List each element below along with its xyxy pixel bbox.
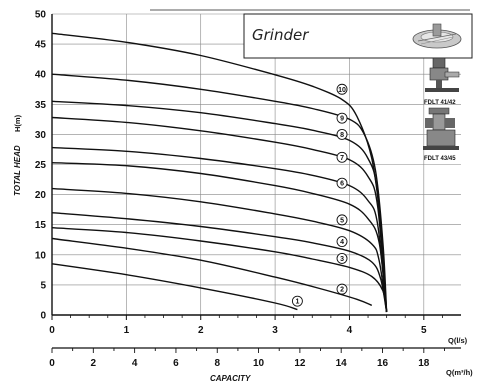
curve-8 — [51, 116, 388, 313]
curve-label-circle — [336, 112, 348, 124]
curve-label-7: 7 — [336, 151, 348, 163]
curve-4 — [51, 212, 388, 313]
title-box: Grinder — [243, 13, 473, 59]
y-tick-label: 15 — [35, 220, 47, 231]
x-tick-label-primary: 0 — [49, 325, 55, 336]
x-tick-label-primary: 4 — [347, 325, 353, 336]
curve-label-text: 4 — [340, 239, 344, 246]
y-axis-unit: H(m) — [13, 114, 22, 132]
curve-2 — [51, 237, 373, 307]
pump-models: FDLT 41/42 FDLT 43/45 — [423, 57, 460, 162]
curve-label-circle — [336, 177, 348, 189]
x-tick-label-secondary: 4 — [132, 358, 138, 369]
x-tick-label-secondary: 14 — [336, 358, 348, 369]
curve-label-text: 7 — [340, 155, 344, 162]
curve-label-8: 8 — [336, 128, 348, 140]
curve-label-circle — [336, 151, 348, 163]
x-tick-label-primary: 1 — [124, 325, 130, 336]
y-tick-label: 35 — [35, 100, 47, 111]
curve-label-circle — [291, 295, 303, 307]
curve-1 — [51, 263, 298, 311]
x-tick-label-secondary: 6 — [173, 358, 179, 369]
x-tick-label-secondary: 0 — [49, 358, 55, 369]
pump-model-1-icon — [425, 57, 460, 92]
curve-label-text: 3 — [340, 256, 344, 263]
model-label-2: FDLT 43/45 — [424, 156, 456, 162]
x-tick-label-primary: 2 — [198, 325, 204, 336]
y-tick-label: 5 — [40, 280, 46, 291]
curves — [51, 32, 388, 313]
curve-6 — [51, 162, 388, 313]
x-tick-label-primary: 3 — [272, 325, 278, 336]
curve-label-circle — [336, 252, 348, 264]
chart-title: Grinder — [252, 26, 309, 44]
curve-label-circle — [336, 83, 348, 95]
curve-label-text: 9 — [340, 116, 344, 123]
curve-label-10: 10 — [336, 83, 348, 95]
curve-top — [51, 32, 388, 313]
curve-label-circle — [336, 283, 348, 295]
x-tick-label-secondary: 8 — [214, 358, 220, 369]
curve-label-3: 3 — [336, 252, 348, 264]
y-tick-label: 0 — [40, 311, 46, 322]
curve-7 — [51, 146, 388, 313]
pump-model-2-icon — [423, 107, 459, 150]
curve-label-text: 8 — [340, 132, 344, 139]
curve-label-1: 1 — [291, 295, 303, 307]
grinder-disc-icon — [412, 23, 462, 49]
x-tick-label-primary: 5 — [421, 325, 427, 336]
curve-5 — [51, 187, 388, 313]
curve-label-9: 9 — [336, 112, 348, 124]
curve-label-2: 2 — [336, 283, 348, 295]
curve-label-text: 1 — [295, 299, 299, 306]
x-tick-label-secondary: 10 — [253, 358, 265, 369]
curve-label-circle — [336, 128, 348, 140]
curve-label-circle — [336, 214, 348, 226]
x-tick-label-secondary: 2 — [91, 358, 97, 369]
y-tick-label: 40 — [35, 70, 47, 81]
curve-label-5: 5 — [336, 214, 348, 226]
y-axis-title: TOTAL HEAD — [13, 145, 22, 196]
curve-10 — [51, 73, 388, 313]
curve-label-6: 6 — [336, 177, 348, 189]
curve-label-text: 10 — [338, 87, 346, 94]
y-tick-label: 45 — [35, 40, 47, 51]
model-label-1: FDLT 41/42 — [424, 100, 456, 106]
y-tick-label: 30 — [35, 130, 47, 141]
x-tick-label-secondary: 12 — [294, 358, 306, 369]
curve-3 — [51, 227, 388, 313]
x-axis-unit-primary: Q(l/s) — [448, 336, 468, 345]
curve-label-text: 5 — [340, 217, 344, 224]
y-tick-label: 25 — [35, 160, 47, 171]
y-tick-label: 50 — [35, 10, 47, 21]
x-axis-unit-secondary: Q(m³/h) — [446, 368, 473, 377]
curve-label-text: 6 — [340, 181, 344, 188]
x-tick-label-secondary: 16 — [377, 358, 389, 369]
x-axis-title: CAPACITY — [210, 374, 251, 383]
curve-label-text: 2 — [340, 287, 344, 294]
curve-label-circle — [336, 236, 348, 248]
y-tick-label: 10 — [35, 250, 47, 261]
x-tick-label-secondary: 18 — [418, 358, 430, 369]
curve-label-4: 4 — [336, 236, 348, 248]
curve-labels: 1 2 3 4 5 6 7 8 9 10 — [291, 83, 348, 307]
y-tick-label: 20 — [35, 190, 47, 201]
